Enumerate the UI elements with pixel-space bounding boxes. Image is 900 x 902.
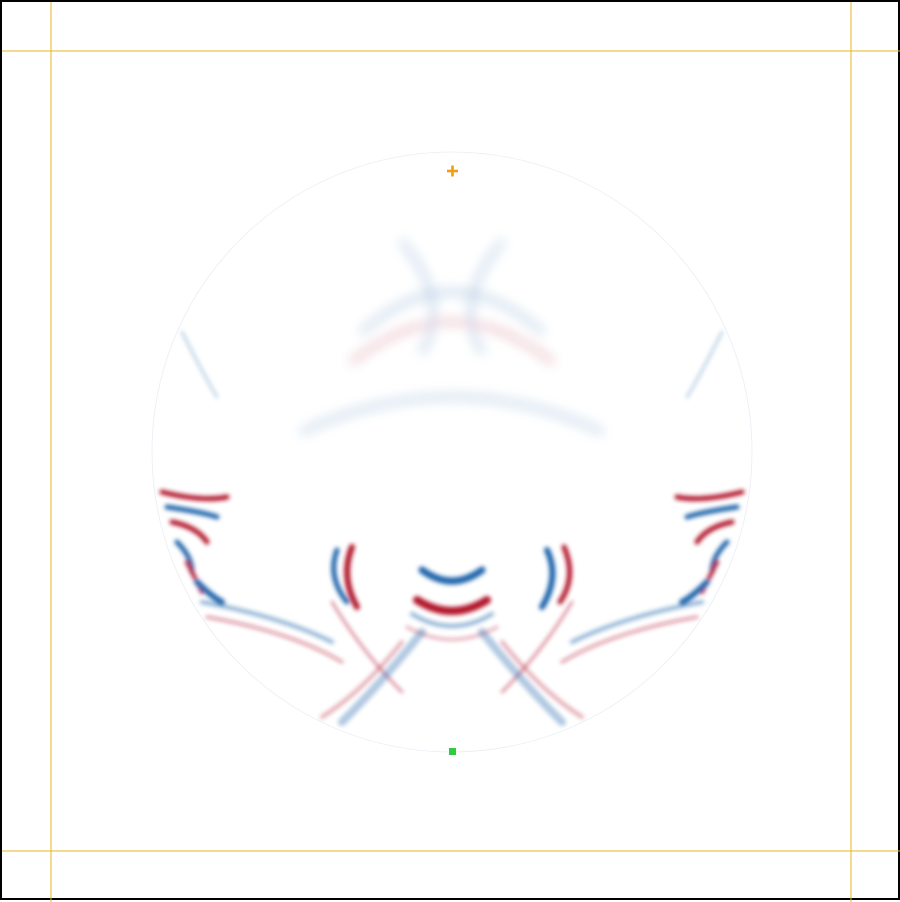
receiver-marker-square-icon: [449, 748, 456, 755]
faint-arc: [360, 290, 544, 334]
faint-arc: [468, 240, 504, 354]
wavefield-pattern: [159, 240, 745, 726]
faint-arc: [300, 395, 604, 434]
faint-wavefront-arcs: [300, 240, 604, 434]
circular-domain: [151, 151, 753, 753]
central-wavefront: [405, 566, 499, 641]
right-edge-reflections: [560, 331, 745, 664]
inner-side-wavefronts: [330, 544, 574, 694]
left-edge-reflections: [159, 331, 344, 664]
faint-arc: [400, 240, 436, 354]
source-marker-plus-icon: [447, 165, 458, 177]
faint-arc: [350, 320, 554, 364]
lower-faint-fans: [320, 628, 584, 726]
